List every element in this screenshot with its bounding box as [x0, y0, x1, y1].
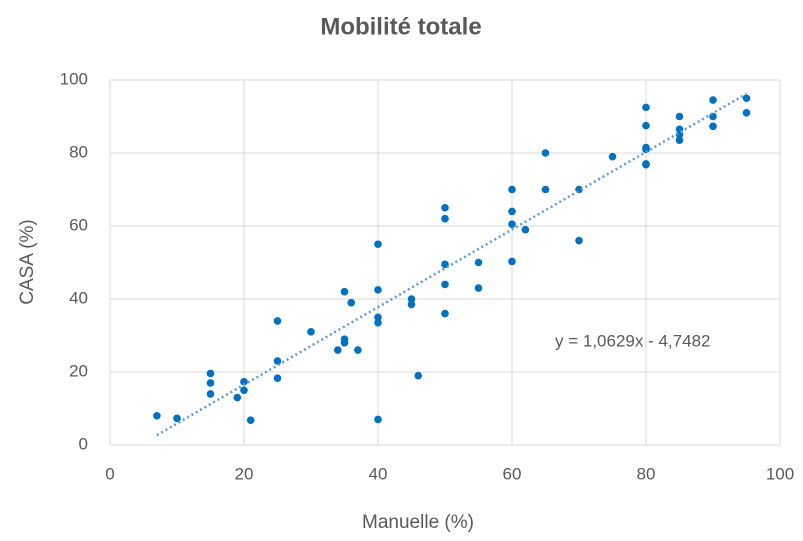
point: [240, 386, 248, 395]
point: [709, 112, 717, 121]
x-tick-label: 80: [637, 464, 656, 483]
y-axis-label: CASA (%): [17, 219, 38, 305]
point: [340, 287, 349, 296]
point: [508, 207, 516, 216]
x-axis-label: Manuelle (%): [362, 512, 474, 533]
x-tick-label: 100: [766, 464, 794, 483]
point: [347, 298, 356, 307]
point: [273, 317, 282, 325]
point: [541, 149, 550, 157]
point: [206, 390, 215, 398]
y-tick-label: 100: [60, 69, 88, 88]
point: [206, 369, 215, 378]
point: [441, 214, 449, 223]
x-tick-label: 40: [369, 464, 388, 483]
point: [307, 328, 315, 336]
point: [334, 346, 342, 354]
point: [414, 371, 423, 380]
x-tick-label: 60: [503, 464, 522, 483]
y-tick-label: 40: [69, 288, 88, 307]
point: [575, 236, 583, 245]
point: [541, 185, 550, 194]
point: [709, 122, 717, 131]
point: [441, 203, 449, 212]
point: [374, 415, 382, 424]
y-tick-label: 80: [69, 142, 88, 161]
point: [233, 393, 242, 402]
point: [508, 257, 516, 266]
point: [273, 374, 282, 383]
point: [273, 357, 282, 365]
x-tick-label: 20: [235, 464, 254, 483]
point: [374, 240, 382, 249]
point: [246, 416, 255, 424]
point: [608, 152, 617, 161]
point: [742, 109, 751, 117]
point: [642, 160, 650, 169]
trendline: [156, 92, 748, 437]
point: [173, 414, 181, 423]
point: [441, 309, 449, 318]
x-tick-label: 0: [105, 464, 114, 483]
point: [508, 220, 516, 228]
point: [407, 295, 416, 303]
point: [153, 412, 161, 420]
point: [642, 145, 650, 154]
point: [374, 318, 382, 327]
y-tick-label: 20: [69, 361, 88, 380]
point: [206, 379, 215, 387]
point: [240, 378, 248, 386]
point: [374, 313, 382, 322]
point: [354, 346, 362, 354]
y-tick-label: 0: [79, 434, 88, 453]
point: [675, 112, 684, 121]
point: [742, 94, 751, 103]
point: [340, 339, 349, 347]
point: [407, 300, 416, 309]
point: [374, 286, 382, 294]
point: [474, 258, 483, 267]
point: [474, 284, 483, 292]
chart-title: Mobilité totale: [320, 13, 481, 40]
point: [642, 103, 650, 112]
point: [441, 280, 449, 289]
point: [642, 121, 650, 130]
point: [709, 96, 717, 104]
trendline-label: y = 1,0629x - 4,7482: [555, 331, 710, 350]
point: [508, 185, 516, 194]
y-tick-label: 60: [69, 215, 88, 234]
point: [521, 225, 530, 234]
point: [675, 136, 684, 145]
